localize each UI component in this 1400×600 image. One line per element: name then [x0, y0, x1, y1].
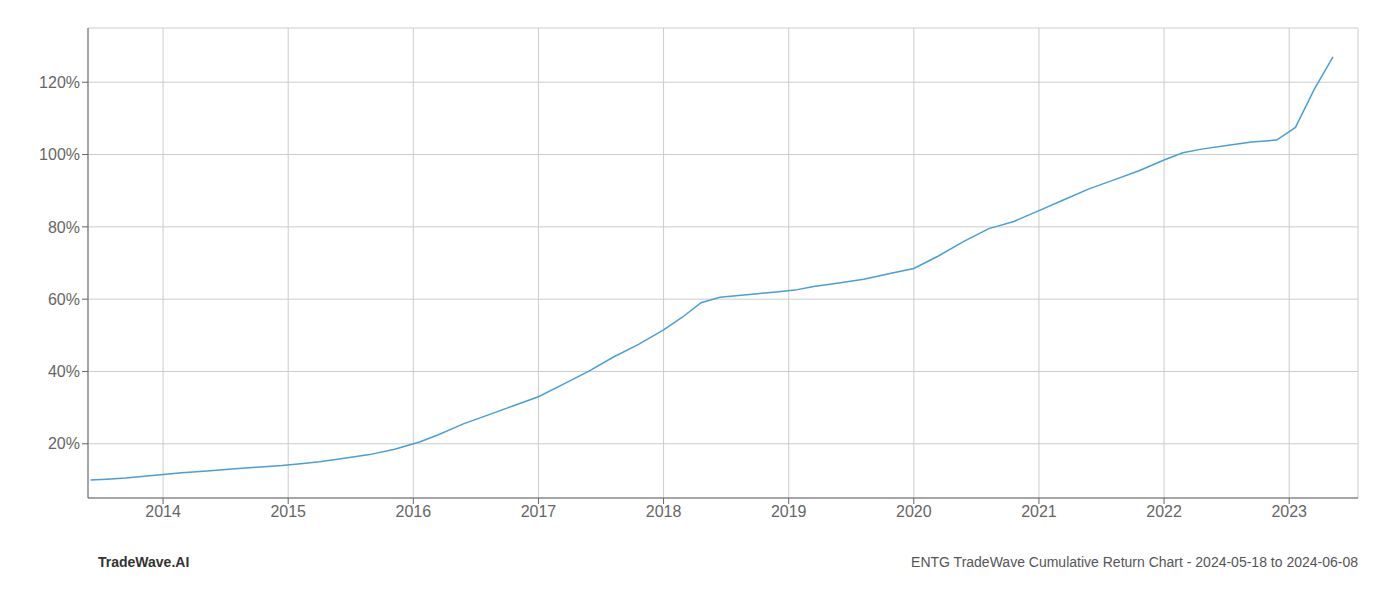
html-text:ENTG TradeWave Cumulative Retu: ENTG TradeWave Cumulative Return Chart -… — [911, 554, 1358, 570]
svg-text:100%: 100% — [39, 146, 80, 163]
svg-text:2016: 2016 — [396, 503, 432, 520]
svg-text:2021: 2021 — [1021, 503, 1057, 520]
svg-text:80%: 80% — [48, 219, 80, 236]
svg-text:2023: 2023 — [1271, 503, 1307, 520]
svg-text:2019: 2019 — [771, 503, 807, 520]
svg-text:20%: 20% — [48, 435, 80, 452]
svg-text:2015: 2015 — [270, 503, 306, 520]
svg-text:120%: 120% — [39, 74, 80, 91]
svg-text:2022: 2022 — [1146, 503, 1182, 520]
svg-text:40%: 40% — [48, 363, 80, 380]
svg-text:2020: 2020 — [896, 503, 932, 520]
html-text:TradeWave.AI: TradeWave.AI — [98, 554, 190, 570]
svg-text:2017: 2017 — [521, 503, 557, 520]
svg-text:60%: 60% — [48, 291, 80, 308]
svg-text:2014: 2014 — [145, 503, 181, 520]
svg-text:2018: 2018 — [646, 503, 682, 520]
